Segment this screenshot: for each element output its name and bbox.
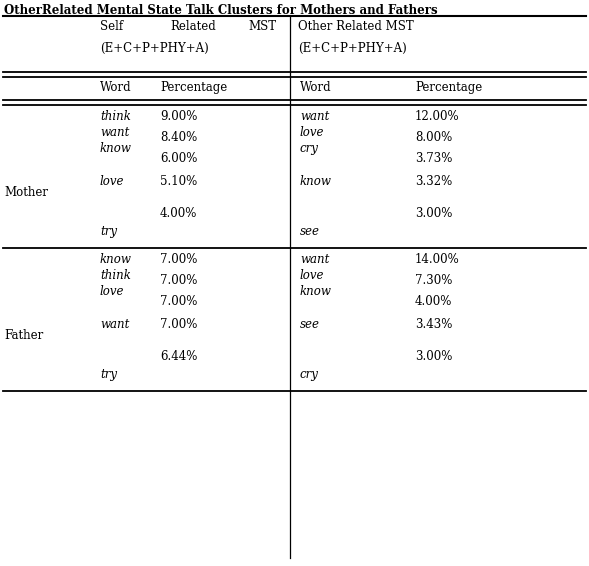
Text: want: want xyxy=(100,318,130,331)
Text: love: love xyxy=(300,269,325,282)
Text: Self: Self xyxy=(100,20,123,33)
Text: know: know xyxy=(300,285,332,298)
Text: OtherRelated Mental State Talk Clusters for Mothers and Fathers: OtherRelated Mental State Talk Clusters … xyxy=(4,4,438,17)
Text: Mother: Mother xyxy=(4,186,48,199)
Text: Percentage: Percentage xyxy=(415,81,482,94)
Text: 5.10%: 5.10% xyxy=(160,175,197,188)
Text: love: love xyxy=(100,175,124,188)
Text: see: see xyxy=(300,225,320,238)
Text: Related: Related xyxy=(170,20,216,33)
Text: try: try xyxy=(100,368,117,381)
Text: want: want xyxy=(300,110,329,123)
Text: MST: MST xyxy=(248,20,276,33)
Text: cry: cry xyxy=(300,142,319,155)
Text: 3.00%: 3.00% xyxy=(415,350,452,363)
Text: know: know xyxy=(100,253,132,266)
Text: Other Related MST: Other Related MST xyxy=(298,20,413,33)
Text: (E+C+P+PHY+A): (E+C+P+PHY+A) xyxy=(298,42,407,55)
Text: 4.00%: 4.00% xyxy=(415,295,452,308)
Text: think: think xyxy=(100,269,131,282)
Text: know: know xyxy=(100,142,132,155)
Text: Word: Word xyxy=(100,81,131,94)
Text: 7.00%: 7.00% xyxy=(160,318,197,331)
Text: try: try xyxy=(100,225,117,238)
Text: 6.00%: 6.00% xyxy=(160,152,197,165)
Text: love: love xyxy=(100,285,124,298)
Text: Percentage: Percentage xyxy=(160,81,227,94)
Text: think: think xyxy=(100,110,131,123)
Text: (E+C+P+PHY+A): (E+C+P+PHY+A) xyxy=(100,42,209,55)
Text: know: know xyxy=(300,175,332,188)
Text: 3.32%: 3.32% xyxy=(415,175,452,188)
Text: 8.40%: 8.40% xyxy=(160,131,197,144)
Text: cry: cry xyxy=(300,368,319,381)
Text: 7.30%: 7.30% xyxy=(415,274,452,287)
Text: 4.00%: 4.00% xyxy=(160,207,197,220)
Text: 3.43%: 3.43% xyxy=(415,318,452,331)
Text: 7.00%: 7.00% xyxy=(160,274,197,287)
Text: Word: Word xyxy=(300,81,332,94)
Text: 3.00%: 3.00% xyxy=(415,207,452,220)
Text: want: want xyxy=(100,126,130,139)
Text: 3.73%: 3.73% xyxy=(415,152,452,165)
Text: want: want xyxy=(300,253,329,266)
Text: love: love xyxy=(300,126,325,139)
Text: 7.00%: 7.00% xyxy=(160,253,197,266)
Text: 14.00%: 14.00% xyxy=(415,253,460,266)
Text: see: see xyxy=(300,318,320,331)
Text: 8.00%: 8.00% xyxy=(415,131,452,144)
Text: Father: Father xyxy=(4,329,43,342)
Text: 12.00%: 12.00% xyxy=(415,110,459,123)
Text: 6.44%: 6.44% xyxy=(160,350,197,363)
Text: 7.00%: 7.00% xyxy=(160,295,197,308)
Text: 9.00%: 9.00% xyxy=(160,110,197,123)
